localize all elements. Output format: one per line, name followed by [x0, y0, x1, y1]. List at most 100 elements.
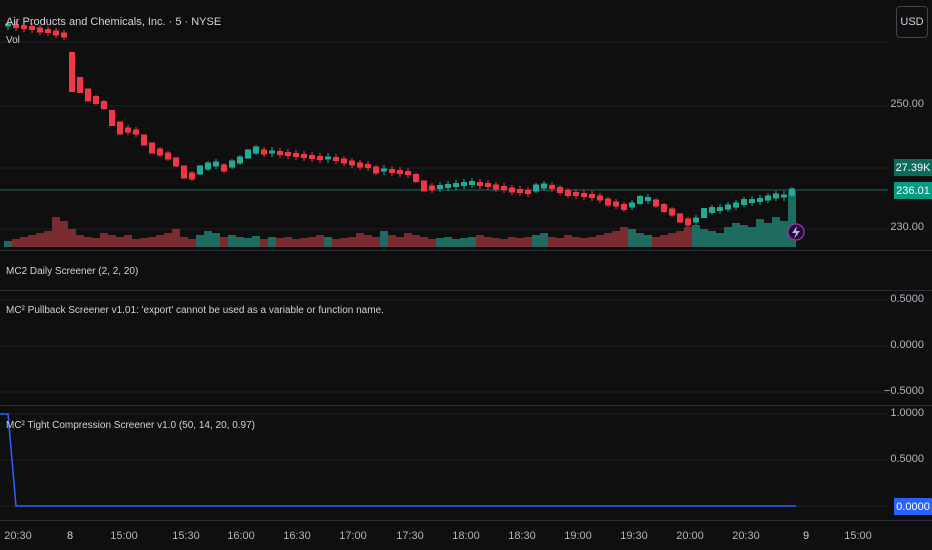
volume-bar — [4, 241, 12, 247]
candle-body — [173, 157, 179, 167]
pane-separator[interactable] — [0, 405, 932, 406]
pane-separator[interactable] — [0, 250, 932, 251]
volume-bar — [92, 238, 100, 247]
candle-body — [101, 101, 107, 109]
candle-body — [701, 208, 707, 218]
volume-bar — [356, 233, 364, 247]
volume-bar — [652, 237, 660, 247]
candle-body — [597, 195, 603, 201]
time-label: 8 — [66, 530, 74, 542]
volume-bar — [52, 217, 60, 247]
volume-bar — [68, 229, 76, 247]
volume-bar — [220, 237, 228, 247]
candle-body — [437, 185, 443, 189]
volume-bar — [612, 231, 620, 247]
candle-body — [557, 187, 563, 193]
pullback-axis-label: 0.5000 — [890, 293, 924, 305]
symbol-title[interactable]: Air Products and Chemicals, Inc. · 5 · N… — [6, 16, 222, 28]
candle-body — [349, 160, 355, 166]
pullback-screener-label[interactable]: MC² Pullback Screener v1.01: 'export' ca… — [6, 305, 384, 316]
candle-body — [205, 162, 211, 170]
daily-screener-label[interactable]: MC2 Daily Screener (2, 2, 20) — [6, 266, 139, 277]
volume-bar — [204, 231, 212, 247]
candle-body — [549, 185, 555, 189]
candle-body — [709, 207, 715, 213]
volume-bar — [308, 237, 316, 247]
time-label: 18:00 — [452, 530, 480, 542]
volume-bar — [84, 237, 92, 247]
candle-body — [253, 146, 259, 154]
candle-body — [181, 165, 187, 179]
candle-body — [285, 152, 291, 156]
currency-button[interactable]: USD — [896, 6, 928, 38]
volume-bar — [772, 217, 780, 247]
time-label: 18:30 — [508, 530, 536, 542]
volume-bar — [252, 236, 260, 247]
volume-bar — [644, 235, 652, 247]
time-label: 20:30 — [4, 530, 32, 542]
candle-body — [261, 149, 267, 155]
compression-screener-label[interactable]: MC² Tight Compression Screener v1.0 (50,… — [6, 420, 256, 431]
time-axis-border — [0, 520, 932, 521]
volume-bar — [12, 239, 20, 247]
candle-body — [317, 156, 323, 160]
volume-bar — [148, 237, 156, 247]
time-label: 17:30 — [396, 530, 424, 542]
volume-bar — [228, 235, 236, 247]
candle-body — [541, 183, 547, 189]
time-label: 16:00 — [227, 530, 255, 542]
candle-body — [677, 213, 683, 223]
time-label: 19:30 — [620, 530, 648, 542]
time-label: 20:00 — [676, 530, 704, 542]
time-label: 15:30 — [172, 530, 200, 542]
candle-body — [485, 183, 491, 187]
volume-bar — [484, 237, 492, 247]
volume-bar — [724, 227, 732, 247]
volume-bar — [364, 235, 372, 247]
candle-body — [165, 152, 171, 160]
candle-body — [741, 199, 747, 205]
volume-indicator-label[interactable]: Vol — [6, 35, 20, 46]
candle-body — [629, 202, 635, 208]
candle-body — [653, 199, 659, 207]
candle-body — [213, 161, 219, 167]
candle-body — [5, 23, 11, 27]
candle-body — [533, 184, 539, 192]
pane-separator[interactable] — [0, 290, 932, 291]
candle-body — [269, 150, 275, 154]
time-label: 9 — [802, 530, 810, 542]
volume-bar — [588, 237, 596, 247]
time-label: 19:00 — [564, 530, 592, 542]
volume-bar — [468, 237, 476, 247]
compression-axis-label: 1.0000 — [890, 407, 924, 419]
volume-bar — [260, 239, 268, 247]
candle-body — [397, 170, 403, 174]
volume-bar — [340, 238, 348, 247]
volume-bar — [500, 239, 508, 247]
volume-bar — [476, 235, 484, 247]
candle-body — [245, 149, 251, 159]
volume-bar — [700, 229, 708, 247]
candle-body — [733, 202, 739, 208]
volume-bar — [20, 237, 28, 247]
volume-bar — [156, 235, 164, 247]
candle-body — [13, 24, 19, 28]
volume-bar — [420, 237, 428, 247]
time-label: 15:00 — [110, 530, 138, 542]
volume-price-tag: 27.39K — [894, 159, 932, 176]
candle-body — [645, 197, 651, 201]
volume-bar — [100, 233, 108, 247]
candle-body — [45, 29, 51, 33]
candle-body — [501, 186, 507, 190]
candle-body — [605, 198, 611, 206]
volume-bar — [268, 237, 276, 247]
volume-bar — [460, 238, 468, 247]
candle-body — [565, 190, 571, 196]
volume-bar — [164, 233, 172, 247]
candle-body — [749, 199, 755, 203]
candle-body — [189, 172, 195, 180]
volume-bar — [316, 235, 324, 247]
lightning-icon[interactable] — [787, 223, 805, 241]
time-label: 15:00 — [844, 530, 872, 542]
